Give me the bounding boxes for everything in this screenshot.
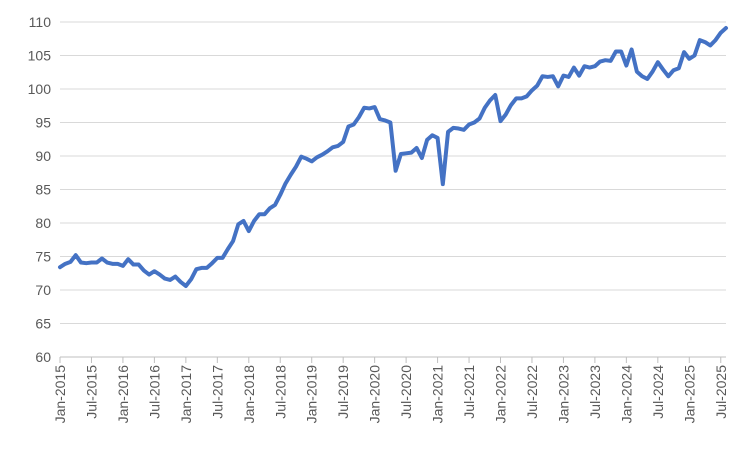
x-tick-label: Jul-2024 — [650, 365, 666, 419]
y-tick-label: 105 — [28, 48, 52, 64]
y-tick-label: 95 — [35, 115, 51, 131]
y-tick-label: 65 — [35, 316, 51, 332]
x-tick-label: Jan-2020 — [367, 365, 383, 424]
y-axis-tick-labels: 60 65 70 75 80 85 90 95 100 105 110 — [28, 14, 52, 365]
x-tick-label: Jan-2023 — [555, 365, 571, 424]
x-tick-label: Jan-2017 — [178, 365, 194, 424]
x-tick-label: Jul-2022 — [524, 365, 540, 419]
y-tick-label: 100 — [28, 81, 52, 97]
x-tick-label: Jul-2020 — [398, 365, 414, 419]
series-layer — [58, 26, 728, 288]
y-tick-label: 75 — [35, 249, 51, 265]
series-line — [58, 26, 728, 288]
x-tick-label: Jan-2019 — [304, 365, 320, 424]
y-tick-label: 70 — [35, 282, 51, 298]
x-tick-label: Jul-2016 — [146, 365, 162, 419]
y-tick-label: 110 — [29, 14, 52, 30]
x-tick-label: Jul-2015 — [83, 365, 99, 419]
x-tick-label: Jul-2019 — [335, 365, 351, 419]
x-tick-label: Jan-2024 — [618, 365, 634, 424]
x-tick-label: Jan-2022 — [493, 365, 509, 424]
x-tick-label: Jan-2018 — [241, 365, 257, 424]
x-tick-label: Jul-2021 — [461, 365, 477, 419]
y-tick-label: 85 — [35, 182, 51, 198]
y-tick-label: 90 — [35, 148, 51, 164]
x-tick-label: Jul-2023 — [587, 365, 603, 419]
x-axis-tick-labels: Jan-2015 Jul-2015 Jan-2016 Jul-2016 Jan-2017… — [52, 365, 729, 424]
axes — [59, 356, 726, 363]
x-tick-label: Jan-2016 — [115, 365, 131, 424]
x-tick-label: Jul-2025 — [713, 365, 729, 419]
x-tick-label: Jan-2021 — [430, 365, 446, 424]
y-tick-label: 80 — [35, 215, 51, 231]
y-tick-label: 60 — [35, 349, 51, 365]
x-tick-label: Jan-2015 — [52, 365, 68, 424]
x-tick-label: Jul-2018 — [272, 365, 288, 419]
x-tick-label: Jan-2025 — [681, 365, 697, 424]
x-tick-label: Jul-2017 — [209, 365, 225, 419]
